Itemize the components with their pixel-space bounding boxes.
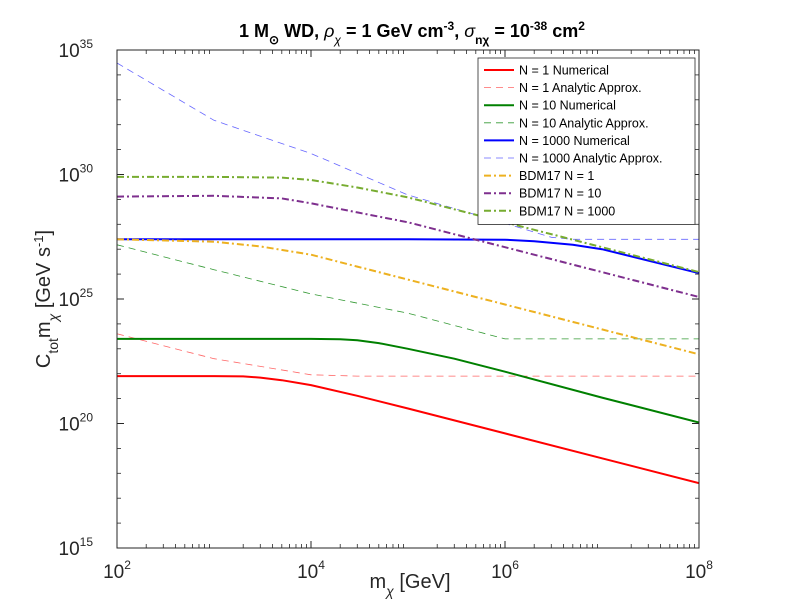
- x-label-sub: χ: [384, 583, 394, 599]
- x-tick-base: 10: [297, 562, 318, 583]
- y-tick-exp: 30: [80, 162, 94, 176]
- x-tick-exp: 4: [318, 558, 325, 572]
- x-tick-label: 106: [491, 558, 519, 583]
- y-tick-label: 1030: [59, 162, 94, 187]
- y-tick-exp: 25: [80, 286, 94, 300]
- y-label-sub-tot: tot: [45, 338, 61, 354]
- title-part-4: χ: [333, 33, 341, 47]
- title-part-3: ρ: [323, 21, 334, 41]
- y-tick-base: 10: [59, 290, 80, 311]
- series-layer: [117, 62, 699, 485]
- title-part-1: ⊙: [269, 33, 279, 47]
- y-tick-base: 10: [59, 41, 80, 62]
- legend-label-2: N = 10 Numerical: [519, 99, 616, 113]
- title-part-5: = 1 GeV cm: [341, 21, 444, 41]
- x-tick-base: 10: [491, 562, 512, 583]
- chart-title: 1 M⊙ WD, ρχ = 1 GeV cm-3, σnχ = 10-38 cm…: [239, 19, 585, 47]
- x-axis-label: mχ [GeV]: [369, 571, 450, 599]
- y-tick-label: 1020: [59, 411, 94, 436]
- y-tick-exp: 20: [80, 411, 94, 425]
- y-tick-label: 1025: [59, 286, 94, 311]
- x-tick-exp: 6: [512, 558, 519, 572]
- legend-label-6: BDM17 N = 1: [519, 169, 594, 183]
- x-label-unit: [GeV]: [394, 571, 451, 593]
- series-line-1: [117, 333, 699, 377]
- y-tick-label: 1015: [59, 535, 94, 560]
- series-line-7: [117, 194, 699, 298]
- x-tick-label: 104: [297, 558, 325, 583]
- title-part-8: σ: [464, 21, 476, 41]
- legend-label-7: BDM17 N = 10: [519, 187, 601, 201]
- title-part-10: = 10: [489, 21, 530, 41]
- series-line-6: [117, 238, 699, 356]
- x-tick-base: 10: [685, 562, 706, 583]
- y-tick-base: 10: [59, 415, 80, 436]
- title-part-6: -3: [444, 19, 455, 33]
- y-tick-base: 10: [59, 539, 80, 560]
- title-part-13: 2: [578, 19, 585, 33]
- legend-label-3: N = 10 Analytic Approx.: [519, 116, 649, 130]
- title-part-9: nχ: [475, 33, 489, 47]
- legend-label-0: N = 1 Numerical: [519, 64, 609, 78]
- y-label-sub-chi: χ: [45, 313, 61, 323]
- y-tick-exp: 35: [80, 37, 94, 51]
- title-part-0: 1 M: [239, 21, 269, 41]
- legend-label-8: BDM17 N = 1000: [519, 204, 615, 218]
- legend-box: [477, 57, 696, 225]
- y-axis-label: Ctotmχ [GeV s-1]: [31, 230, 62, 368]
- x-tick-base: 10: [103, 562, 124, 583]
- series-line-0: [117, 375, 699, 485]
- series-line-4: [117, 238, 699, 275]
- x-label-main: m: [369, 571, 386, 593]
- x-tick-label: 108: [685, 558, 713, 583]
- y-label-unit-exp: -1: [31, 235, 46, 247]
- x-tick-label: 102: [103, 558, 131, 583]
- y-label-unit: [GeV s: [33, 247, 55, 314]
- x-tick-exp: 2: [124, 558, 131, 572]
- legend: N = 1 Numerical N = 1 Analytic Approx. N =…: [477, 57, 696, 225]
- y-tick-base: 10: [59, 166, 80, 187]
- series-line-3: [117, 244, 699, 340]
- series-line-8: [117, 175, 699, 274]
- title-part-7: ,: [454, 21, 464, 41]
- series-line-2: [117, 337, 699, 424]
- y-tick-exp: 15: [80, 535, 94, 549]
- y-label-unit-close: ]: [33, 230, 55, 236]
- legend-label-4: N = 1000 Numerical: [519, 134, 630, 148]
- legend-label-1: N = 1 Analytic Approx.: [519, 81, 642, 95]
- title-part-12: cm: [547, 21, 578, 41]
- title-part-11: -38: [530, 19, 548, 33]
- y-tick-label: 1035: [59, 37, 94, 62]
- y-label-mass: m: [33, 321, 55, 338]
- legend-label-5: N = 1000 Analytic Approx.: [519, 152, 663, 166]
- x-tick-exp: 8: [706, 558, 713, 572]
- title-part-2: WD,: [279, 21, 324, 41]
- y-label-main: C: [33, 354, 55, 368]
